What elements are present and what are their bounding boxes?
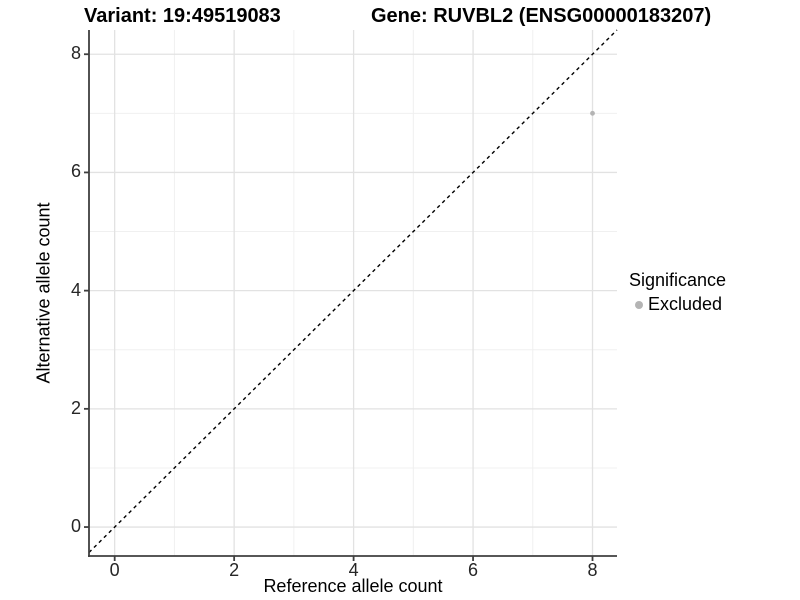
y-tick-label: 2: [70, 397, 81, 418]
y-axis-title: Alternative allele count: [33, 202, 54, 384]
legend-item-label: Excluded: [648, 294, 723, 314]
y-tick-label: 0: [70, 516, 81, 537]
gene-title: Gene: RUVBL2 (ENSG00000183207): [371, 5, 712, 27]
legend-title: Significance: [629, 270, 727, 290]
x-tick-label: 6: [468, 560, 479, 580]
data-point: [590, 110, 595, 116]
legend-item-excluded: Excluded: [629, 294, 726, 315]
y-tick-label: 8: [70, 43, 81, 64]
x-axis-title: Reference allele count: [263, 576, 443, 596]
x-tick-label: 0: [109, 560, 120, 580]
y-tick-label: 4: [70, 279, 81, 300]
x-tick-label: 4: [348, 560, 359, 580]
x-tick-label: 2: [229, 560, 240, 580]
y-tick-label: 6: [70, 161, 81, 182]
legend-point-icon: [635, 300, 643, 309]
identity-dashed-line: [88, 29, 618, 553]
variant-title: Variant: 19:49519083: [84, 5, 281, 27]
x-tick-label: 8: [587, 560, 598, 580]
legend: Significance Excluded: [629, 270, 726, 315]
